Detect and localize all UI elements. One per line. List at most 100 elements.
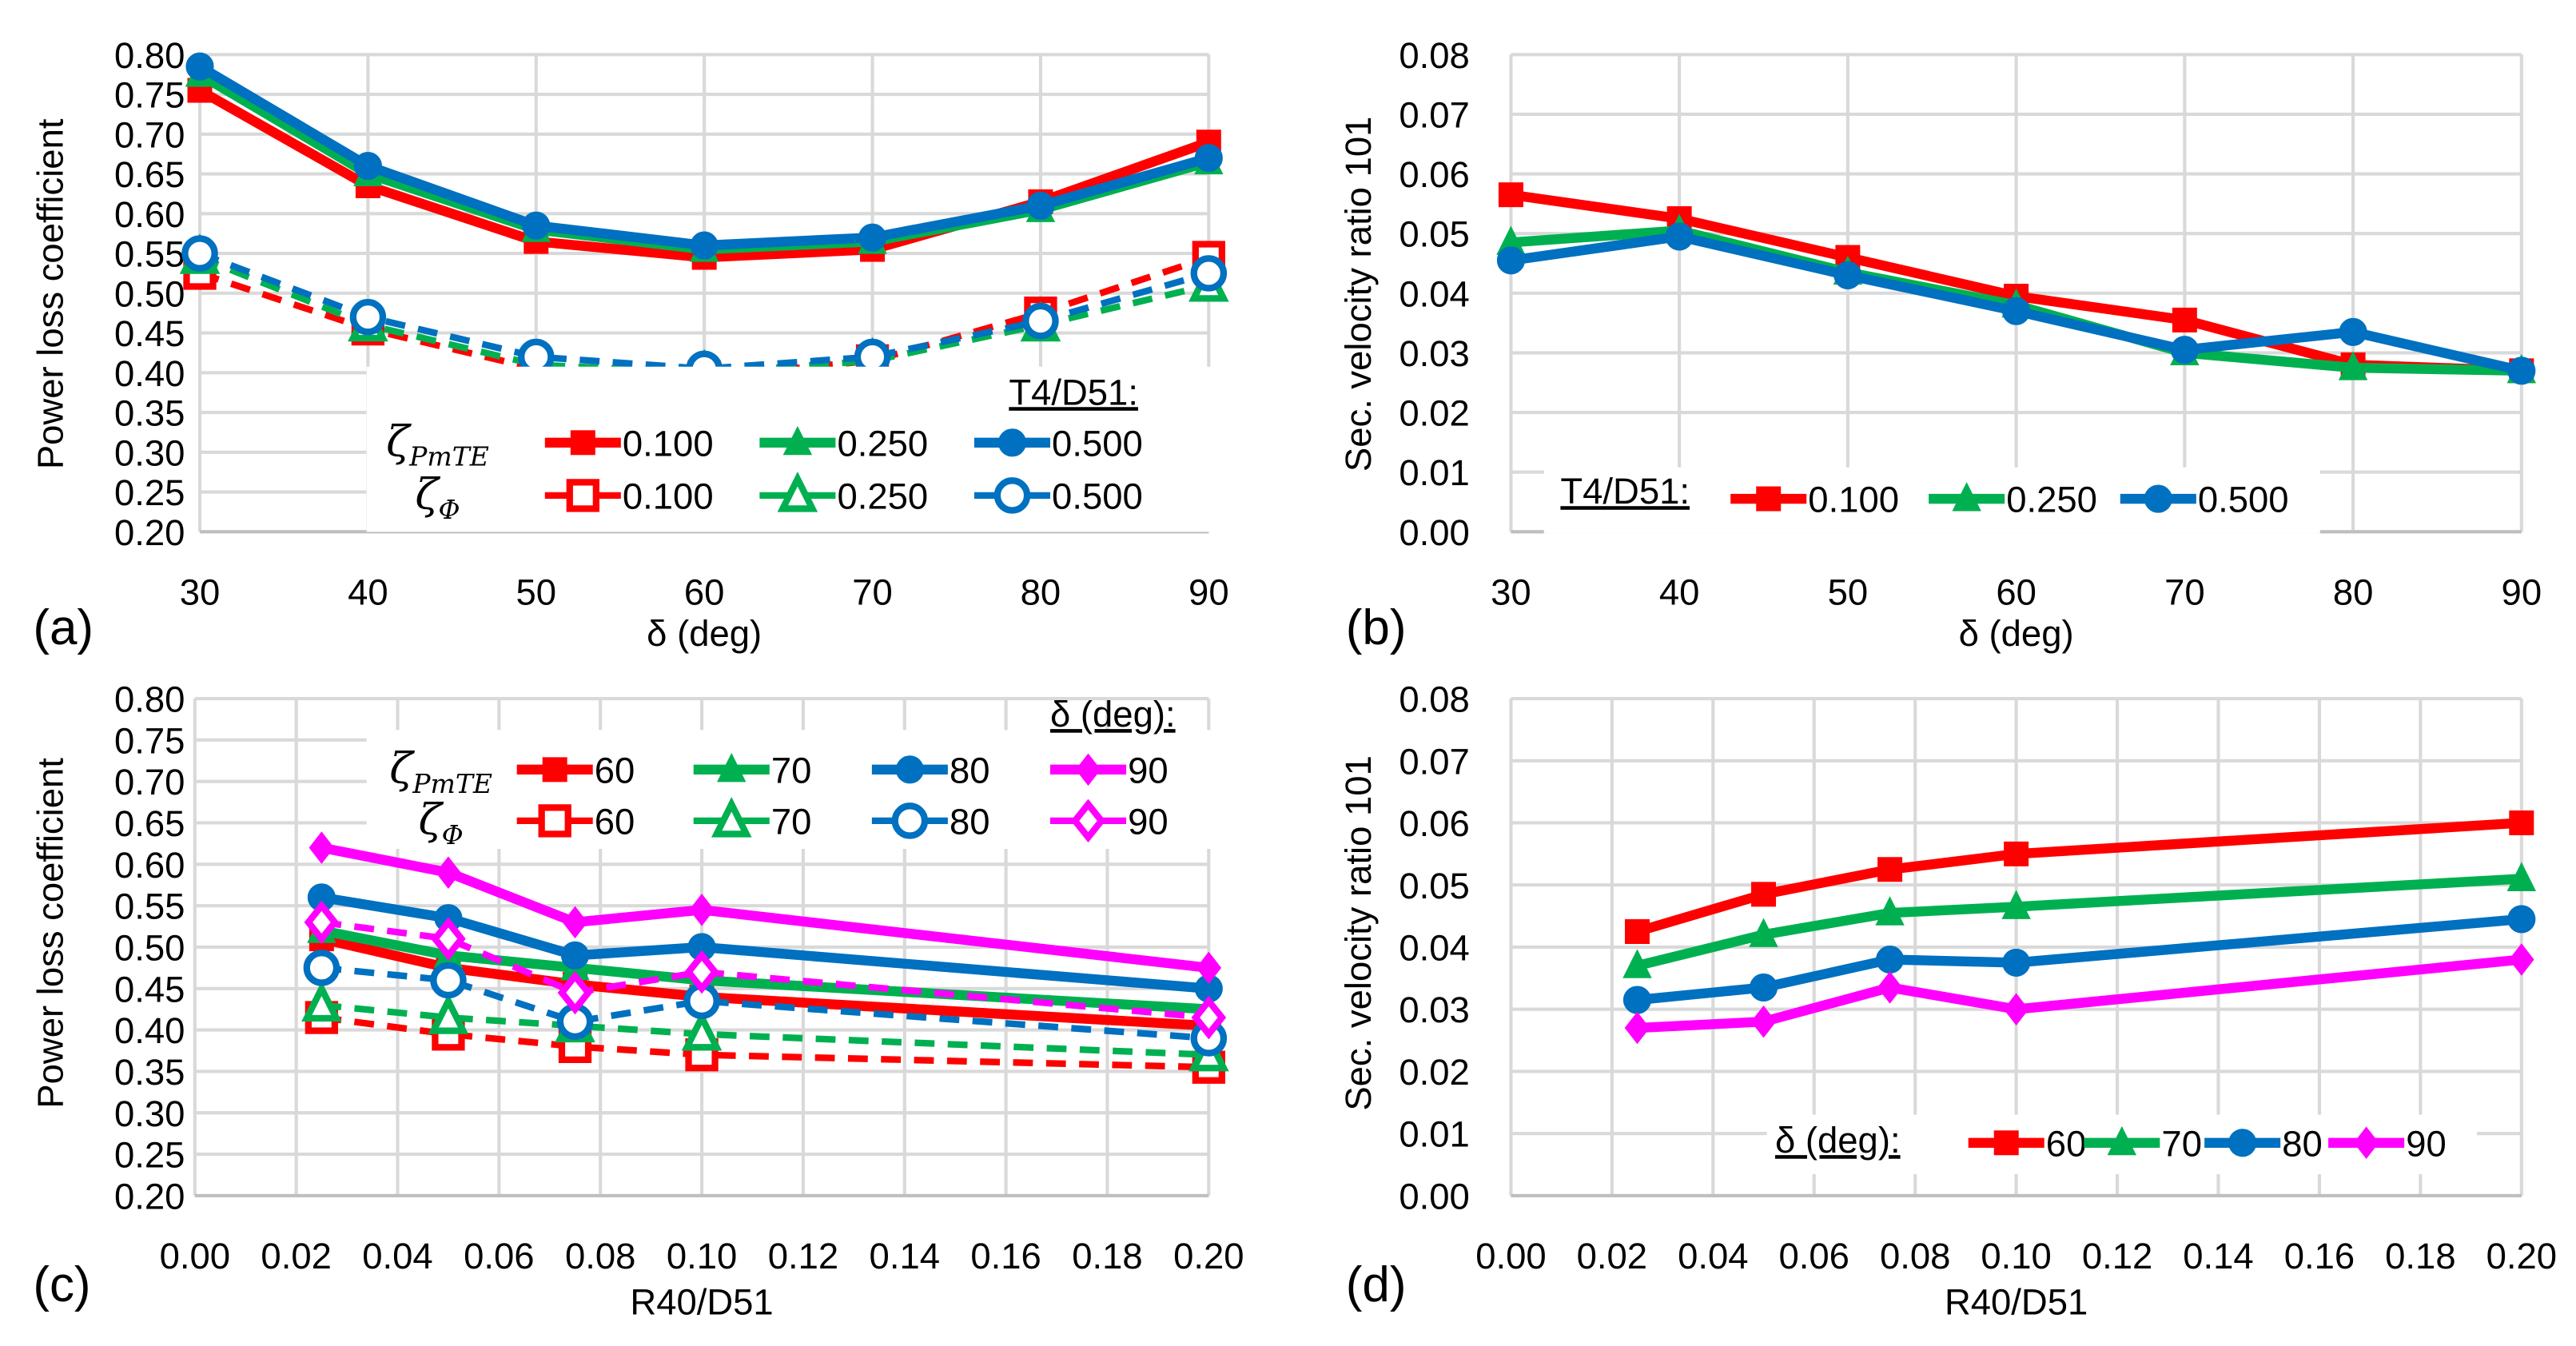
x-tick-label: 0.16 bbox=[970, 1236, 1041, 1276]
x-tick-label: 60 bbox=[1996, 571, 2037, 612]
y-tick-label: 0.35 bbox=[114, 1052, 185, 1093]
x-axis-label: R40/D51 bbox=[1945, 1282, 2088, 1323]
legend-marker-diamond bbox=[2353, 1126, 2379, 1160]
data-point-circle bbox=[2002, 948, 2031, 977]
legend-label: 90 bbox=[1128, 801, 1169, 842]
legend-marker-triangle bbox=[2107, 1125, 2137, 1156]
data-point-square bbox=[1751, 882, 1777, 907]
legend: T4/D51: 0.100 0.250 0.500 bbox=[1543, 467, 2320, 534]
x-tick-label: 70 bbox=[852, 571, 893, 612]
legend-label: 60 bbox=[595, 750, 635, 790]
y-tick-label: 0.08 bbox=[1399, 35, 1469, 76]
x-tick-label: 50 bbox=[516, 571, 556, 612]
x-tick-label: 0.12 bbox=[768, 1236, 838, 1276]
x-axis-label: R40/D51 bbox=[630, 1282, 773, 1323]
data-point-circle bbox=[690, 231, 719, 260]
data-point-circle bbox=[560, 941, 590, 970]
y-tick-label: 0.05 bbox=[1399, 214, 1469, 255]
series-70-pmte bbox=[1622, 862, 2537, 978]
y-tick-label: 0.55 bbox=[114, 886, 185, 927]
data-point-diamond bbox=[1624, 1011, 1650, 1045]
data-point-circle bbox=[1622, 986, 1652, 1014]
zeta-symbol: ζ bbox=[386, 416, 412, 466]
legend-marker-square bbox=[570, 430, 595, 456]
y-tick-label: 0.70 bbox=[114, 114, 185, 155]
y-tick-label: 0.60 bbox=[114, 845, 185, 886]
x-tick-label: 70 bbox=[2164, 571, 2205, 612]
y-axis-label: Sec. velocity ratio 101 bbox=[1338, 755, 1379, 1111]
x-tick-label: 0.00 bbox=[1475, 1236, 1546, 1276]
legend-entry: 70 bbox=[693, 797, 811, 842]
y-tick-label: 0.06 bbox=[1399, 154, 1469, 195]
y-tick-label: 0.65 bbox=[114, 803, 185, 844]
legend-marker-circle bbox=[2228, 1129, 2257, 1157]
legend-marker-triangle bbox=[717, 752, 747, 783]
chart-panel-1: 0.00 0.01 0.02 0.03 0.04 0.05 0.06 0.07 0.08 30 40… bbox=[1338, 35, 2542, 655]
legend-label: 0.500 bbox=[2198, 480, 2289, 520]
data-point-circle bbox=[858, 223, 887, 252]
y-tick-label: 0.04 bbox=[1399, 927, 1469, 968]
legend-entry: 0.100 bbox=[1730, 480, 1899, 520]
data-point-diamond bbox=[2003, 993, 2029, 1025]
x-tick-label: 0.10 bbox=[1981, 1236, 2051, 1276]
data-point-circle bbox=[1496, 246, 1525, 275]
y-tick-label: 0.20 bbox=[114, 1176, 185, 1217]
legend-entry: 0.500 bbox=[973, 423, 1143, 464]
legend-label: 0.250 bbox=[837, 476, 928, 516]
data-point-circle bbox=[1190, 255, 1228, 292]
data-point-circle bbox=[181, 235, 218, 272]
data-point-diamond bbox=[557, 970, 593, 1015]
y-tick-label: 0.65 bbox=[114, 154, 185, 195]
zeta-subscript: PmTE bbox=[412, 768, 492, 799]
legend-row-label: ζPmTE bbox=[386, 416, 489, 472]
data-point-circle bbox=[349, 298, 387, 336]
x-tick-label: 30 bbox=[180, 571, 221, 612]
x-tick-label: 0.14 bbox=[2183, 1236, 2253, 1276]
legend-marker-diamond bbox=[1070, 798, 1106, 843]
data-point-circle bbox=[430, 962, 467, 999]
y-tick-label: 0.55 bbox=[114, 234, 185, 275]
x-tick-label: 0.18 bbox=[1072, 1236, 1142, 1276]
legend-label: 0.250 bbox=[837, 423, 928, 464]
y-tick-label: 0.40 bbox=[114, 353, 185, 394]
series-line bbox=[321, 1013, 1209, 1071]
x-tick-label: 0.06 bbox=[464, 1236, 534, 1276]
series-80-phi bbox=[303, 950, 1228, 1057]
legend-entry: 80 bbox=[2204, 1123, 2323, 1164]
legend-marker-square bbox=[542, 757, 567, 783]
legend-label: 80 bbox=[2282, 1123, 2323, 1164]
data-point-triangle bbox=[2001, 890, 2031, 919]
legend: δ (deg): 60 70 80 90 bbox=[1766, 1114, 2478, 1175]
data-point-triangle bbox=[2338, 351, 2368, 380]
x-tick-label: 30 bbox=[1491, 571, 1531, 612]
y-tick-label: 0.03 bbox=[1399, 990, 1469, 1030]
x-tick-label: 0.08 bbox=[565, 1236, 635, 1276]
data-point-circle bbox=[303, 950, 340, 986]
data-point-circle bbox=[2339, 317, 2367, 346]
legend-entry: 90 bbox=[1049, 750, 1169, 790]
series-0.500-phi bbox=[181, 235, 1228, 388]
legend-entry: 70 bbox=[693, 750, 811, 790]
data-point-circle bbox=[1833, 261, 1862, 289]
series-0.500-pmte bbox=[185, 52, 1223, 260]
data-point-diamond bbox=[689, 894, 715, 926]
data-point-diamond bbox=[2509, 943, 2534, 976]
data-point-square bbox=[1877, 857, 1903, 882]
x-tick-label: 50 bbox=[1828, 571, 1869, 612]
data-point-circle bbox=[2002, 297, 2031, 325]
legend-entry: 0.250 bbox=[1929, 480, 2097, 520]
x-tick-label: 0.20 bbox=[1173, 1236, 1244, 1276]
y-tick-label: 0.35 bbox=[114, 393, 185, 434]
series-60-pmte bbox=[1624, 810, 2534, 945]
data-point-triangle bbox=[1749, 918, 1778, 947]
y-axis-label: Power loss coefficient bbox=[30, 118, 71, 469]
y-tick-label: 0.00 bbox=[1399, 512, 1469, 553]
zeta-subscript: Φ bbox=[439, 494, 460, 525]
legend-label: 0.100 bbox=[1808, 480, 1899, 520]
x-tick-label: 80 bbox=[2333, 571, 2374, 612]
legend-entry: 0.250 bbox=[759, 423, 928, 464]
legend-label: 0.100 bbox=[623, 423, 714, 464]
legend-marker-circle bbox=[2144, 484, 2172, 513]
data-point-square bbox=[2172, 307, 2197, 333]
